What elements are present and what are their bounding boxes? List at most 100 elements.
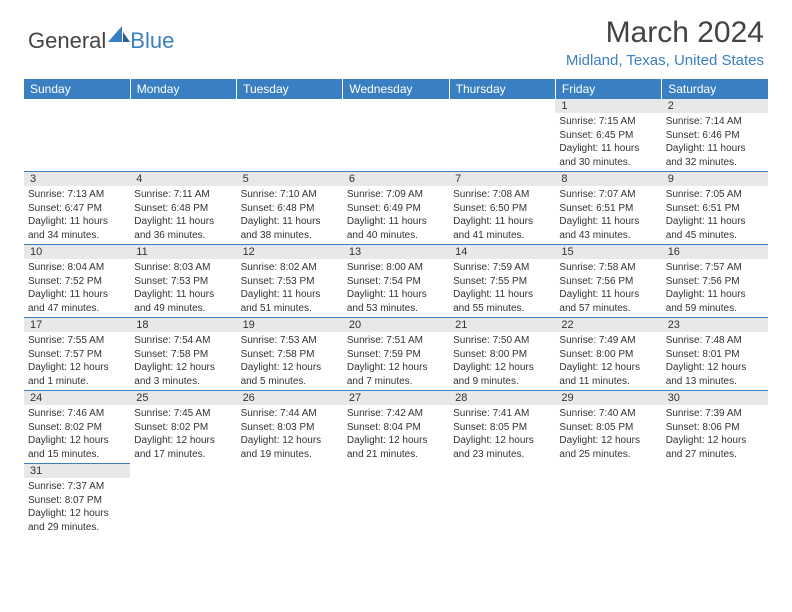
calendar-cell bbox=[343, 99, 449, 172]
calendar-cell bbox=[449, 99, 555, 172]
daylight-text: Daylight: 11 hours and 53 minutes. bbox=[347, 288, 445, 315]
sunset-text: Sunset: 8:02 PM bbox=[134, 421, 232, 435]
sunrise-text: Sunrise: 7:50 AM bbox=[453, 334, 551, 348]
day-number: 27 bbox=[343, 391, 449, 405]
day-number: 2 bbox=[662, 99, 768, 113]
month-title: March 2024 bbox=[566, 16, 764, 50]
sunrise-text: Sunrise: 8:02 AM bbox=[241, 261, 339, 275]
day-info: Sunrise: 7:55 AMSunset: 7:57 PMDaylight:… bbox=[24, 332, 130, 390]
day-info: Sunrise: 7:11 AMSunset: 6:48 PMDaylight:… bbox=[130, 186, 236, 244]
daylight-text: Daylight: 11 hours and 38 minutes. bbox=[241, 215, 339, 242]
calendar-week-row: 3Sunrise: 7:13 AMSunset: 6:47 PMDaylight… bbox=[24, 172, 768, 245]
day-info: Sunrise: 7:48 AMSunset: 8:01 PMDaylight:… bbox=[662, 332, 768, 390]
daylight-text: Daylight: 12 hours and 19 minutes. bbox=[241, 434, 339, 461]
day-number: 22 bbox=[555, 318, 661, 332]
day-number: 16 bbox=[662, 245, 768, 259]
day-number: 28 bbox=[449, 391, 555, 405]
day-number: 12 bbox=[237, 245, 343, 259]
day-info: Sunrise: 7:57 AMSunset: 7:56 PMDaylight:… bbox=[662, 259, 768, 317]
calendar-cell bbox=[130, 464, 236, 537]
calendar-cell bbox=[343, 464, 449, 537]
sunset-text: Sunset: 7:56 PM bbox=[559, 275, 657, 289]
day-info: Sunrise: 7:14 AMSunset: 6:46 PMDaylight:… bbox=[662, 113, 768, 171]
daylight-text: Daylight: 11 hours and 49 minutes. bbox=[134, 288, 232, 315]
logo-text-general: General bbox=[28, 28, 106, 54]
sunset-text: Sunset: 8:00 PM bbox=[559, 348, 657, 362]
sunset-text: Sunset: 8:06 PM bbox=[666, 421, 764, 435]
sunrise-text: Sunrise: 7:49 AM bbox=[559, 334, 657, 348]
day-number: 21 bbox=[449, 318, 555, 332]
calendar-cell: 24Sunrise: 7:46 AMSunset: 8:02 PMDayligh… bbox=[24, 391, 130, 464]
logo: General Blue bbox=[28, 24, 174, 58]
calendar-cell: 31Sunrise: 7:37 AMSunset: 8:07 PMDayligh… bbox=[24, 464, 130, 537]
calendar-cell bbox=[555, 464, 661, 537]
day-number: 10 bbox=[24, 245, 130, 259]
sunset-text: Sunset: 8:01 PM bbox=[666, 348, 764, 362]
calendar-cell: 14Sunrise: 7:59 AMSunset: 7:55 PMDayligh… bbox=[449, 245, 555, 318]
sunset-text: Sunset: 6:45 PM bbox=[559, 129, 657, 143]
day-info: Sunrise: 7:41 AMSunset: 8:05 PMDaylight:… bbox=[449, 405, 555, 463]
daylight-text: Daylight: 11 hours and 41 minutes. bbox=[453, 215, 551, 242]
day-info: Sunrise: 7:53 AMSunset: 7:58 PMDaylight:… bbox=[237, 332, 343, 390]
calendar-cell: 6Sunrise: 7:09 AMSunset: 6:49 PMDaylight… bbox=[343, 172, 449, 245]
calendar-cell bbox=[130, 99, 236, 172]
daylight-text: Daylight: 12 hours and 25 minutes. bbox=[559, 434, 657, 461]
daylight-text: Daylight: 11 hours and 30 minutes. bbox=[559, 142, 657, 169]
sunrise-text: Sunrise: 7:51 AM bbox=[347, 334, 445, 348]
day-info: Sunrise: 7:13 AMSunset: 6:47 PMDaylight:… bbox=[24, 186, 130, 244]
weekday-header: Saturday bbox=[662, 79, 768, 99]
weekday-header: Monday bbox=[130, 79, 236, 99]
daylight-text: Daylight: 12 hours and 29 minutes. bbox=[28, 507, 126, 534]
sunrise-text: Sunrise: 7:59 AM bbox=[453, 261, 551, 275]
day-info: Sunrise: 7:39 AMSunset: 8:06 PMDaylight:… bbox=[662, 405, 768, 463]
daylight-text: Daylight: 11 hours and 45 minutes. bbox=[666, 215, 764, 242]
daylight-text: Daylight: 11 hours and 59 minutes. bbox=[666, 288, 764, 315]
day-info: Sunrise: 7:45 AMSunset: 8:02 PMDaylight:… bbox=[130, 405, 236, 463]
daylight-text: Daylight: 12 hours and 7 minutes. bbox=[347, 361, 445, 388]
calendar-cell bbox=[449, 464, 555, 537]
daylight-text: Daylight: 11 hours and 55 minutes. bbox=[453, 288, 551, 315]
calendar-cell: 13Sunrise: 8:00 AMSunset: 7:54 PMDayligh… bbox=[343, 245, 449, 318]
sunset-text: Sunset: 8:03 PM bbox=[241, 421, 339, 435]
sunset-text: Sunset: 6:50 PM bbox=[453, 202, 551, 216]
sunset-text: Sunset: 6:47 PM bbox=[28, 202, 126, 216]
day-info: Sunrise: 7:54 AMSunset: 7:58 PMDaylight:… bbox=[130, 332, 236, 390]
day-number: 3 bbox=[24, 172, 130, 186]
day-number: 17 bbox=[24, 318, 130, 332]
title-block: March 2024 Midland, Texas, United States bbox=[566, 16, 764, 69]
sunrise-text: Sunrise: 7:15 AM bbox=[559, 115, 657, 129]
day-info: Sunrise: 7:49 AMSunset: 8:00 PMDaylight:… bbox=[555, 332, 661, 390]
calendar-cell: 17Sunrise: 7:55 AMSunset: 7:57 PMDayligh… bbox=[24, 318, 130, 391]
day-number: 30 bbox=[662, 391, 768, 405]
day-number: 18 bbox=[130, 318, 236, 332]
daylight-text: Daylight: 12 hours and 17 minutes. bbox=[134, 434, 232, 461]
calendar-cell bbox=[237, 99, 343, 172]
day-info: Sunrise: 7:05 AMSunset: 6:51 PMDaylight:… bbox=[662, 186, 768, 244]
sunrise-text: Sunrise: 7:40 AM bbox=[559, 407, 657, 421]
daylight-text: Daylight: 11 hours and 40 minutes. bbox=[347, 215, 445, 242]
daylight-text: Daylight: 11 hours and 36 minutes. bbox=[134, 215, 232, 242]
daylight-text: Daylight: 11 hours and 57 minutes. bbox=[559, 288, 657, 315]
day-info: Sunrise: 8:03 AMSunset: 7:53 PMDaylight:… bbox=[130, 259, 236, 317]
day-info: Sunrise: 7:07 AMSunset: 6:51 PMDaylight:… bbox=[555, 186, 661, 244]
weekday-header: Sunday bbox=[24, 79, 130, 99]
sunrise-text: Sunrise: 7:11 AM bbox=[134, 188, 232, 202]
weekday-header: Wednesday bbox=[343, 79, 449, 99]
day-info: Sunrise: 8:04 AMSunset: 7:52 PMDaylight:… bbox=[24, 259, 130, 317]
weekday-header-row: SundayMondayTuesdayWednesdayThursdayFrid… bbox=[24, 79, 768, 99]
sunrise-text: Sunrise: 8:04 AM bbox=[28, 261, 126, 275]
daylight-text: Daylight: 12 hours and 3 minutes. bbox=[134, 361, 232, 388]
calendar-cell: 16Sunrise: 7:57 AMSunset: 7:56 PMDayligh… bbox=[662, 245, 768, 318]
sunrise-text: Sunrise: 7:45 AM bbox=[134, 407, 232, 421]
sunrise-text: Sunrise: 7:37 AM bbox=[28, 480, 126, 494]
day-number: 1 bbox=[555, 99, 661, 113]
sunset-text: Sunset: 6:48 PM bbox=[134, 202, 232, 216]
calendar-cell: 20Sunrise: 7:51 AMSunset: 7:59 PMDayligh… bbox=[343, 318, 449, 391]
sunset-text: Sunset: 8:00 PM bbox=[453, 348, 551, 362]
daylight-text: Daylight: 11 hours and 34 minutes. bbox=[28, 215, 126, 242]
day-info: Sunrise: 7:10 AMSunset: 6:48 PMDaylight:… bbox=[237, 186, 343, 244]
day-number: 8 bbox=[555, 172, 661, 186]
calendar-cell: 7Sunrise: 7:08 AMSunset: 6:50 PMDaylight… bbox=[449, 172, 555, 245]
sunset-text: Sunset: 6:48 PM bbox=[241, 202, 339, 216]
day-number: 15 bbox=[555, 245, 661, 259]
